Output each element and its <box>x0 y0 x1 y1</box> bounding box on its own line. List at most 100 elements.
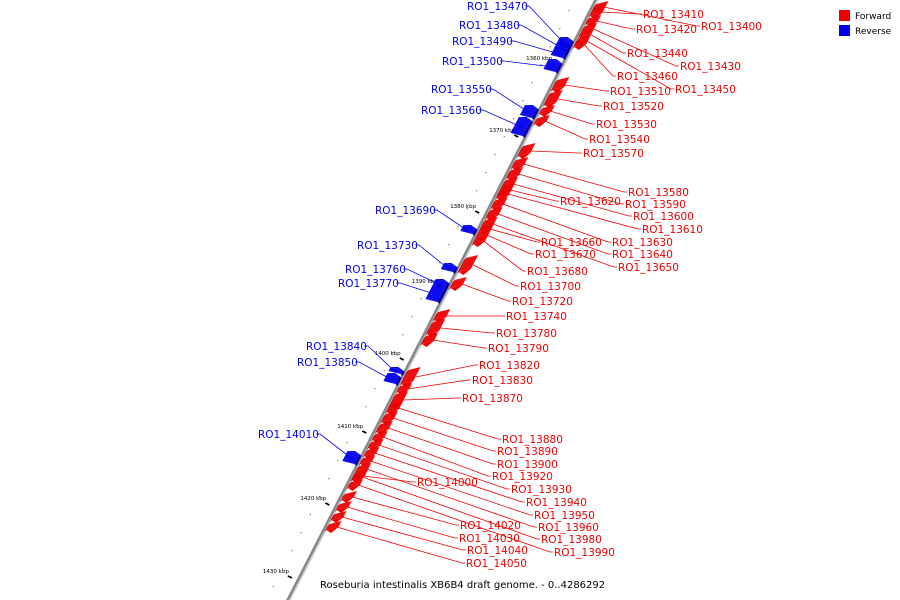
forward-gene-ro1-13680 <box>471 235 489 247</box>
forward-gene-ro1-14020-body <box>341 491 357 500</box>
reverse-gene-label: RO1_13730 <box>357 240 418 252</box>
forward-gene-ro1-13920-side <box>370 434 376 442</box>
leader-line <box>352 496 459 526</box>
forward-gene-ro1-13920-body <box>372 431 388 440</box>
legend-reverse-label: Reverse <box>855 27 892 37</box>
leader-line <box>415 364 478 378</box>
forward-gene-label: RO1_13930 <box>511 484 572 496</box>
reverse-gene-ro1-13850 <box>383 373 402 386</box>
forward-gene-label: RO1_13670 <box>535 249 596 261</box>
forward-gene-ro1-13420-body <box>586 15 602 24</box>
reverse-gene-ro1-13760-tip <box>435 279 448 282</box>
forward-gene-label: RO1_13590 <box>625 199 686 211</box>
tick-label: 1430 kbp <box>263 569 289 575</box>
axis-dot <box>503 136 505 138</box>
forward-gene-ro1-13960-side <box>354 466 360 474</box>
forward-gene-ro1-13410-side <box>588 8 595 18</box>
leader-line <box>366 468 537 528</box>
forward-gene-ro1-13740-body <box>434 309 451 320</box>
forward-gene-ro1-13700-tip <box>458 269 471 275</box>
forward-gene-label: RO1_13980 <box>541 534 602 546</box>
leader-line <box>601 11 642 15</box>
reverse-gene-ro1-13560-body <box>510 117 531 136</box>
leader-line <box>378 444 510 490</box>
tick-label: 1370 kbp <box>489 128 515 134</box>
axis-dot <box>429 280 432 282</box>
reverse-gene-ro1-13500-tip <box>548 59 561 62</box>
leader-line <box>358 484 553 553</box>
forward-gene-ro1-13790-body <box>421 333 439 344</box>
forward-gene-ro1-14020-side <box>339 494 345 502</box>
forward-gene-ro1-13600-side <box>499 180 507 190</box>
tick-label: 1360 kbp <box>526 56 552 62</box>
forward-gene-ro1-13440-side <box>577 31 583 39</box>
axis-dot <box>549 46 552 48</box>
forward-gene-label: RO1_14020 <box>460 520 521 532</box>
forward-gene-ro1-13950-side <box>358 458 364 466</box>
leader-line <box>440 327 495 334</box>
reverse-gene-ro1-13470-tip <box>559 37 572 40</box>
legend-forward-swatch <box>839 10 850 21</box>
forward-gene-ro1-13520-side <box>542 93 551 107</box>
leader-line <box>510 40 560 55</box>
forward-gene-ro1-13790-tip <box>421 341 434 347</box>
leader-line <box>513 183 632 217</box>
forward-gene-ro1-14020 <box>339 491 357 503</box>
leader-line <box>525 5 566 45</box>
forward-gene-ro1-13440-body <box>579 28 595 37</box>
leader-line <box>403 397 461 401</box>
leader-line <box>364 345 396 373</box>
forward-gene-ro1-13720-side <box>448 280 455 290</box>
reverse-gene-ro1-14010 <box>342 451 362 466</box>
reverse-gene-ro1-13690-body <box>460 225 476 234</box>
forward-gene-label: RO1_13900 <box>497 459 558 471</box>
reverse-gene-label: RO1_13850 <box>297 357 358 369</box>
forward-gene-ro1-13790-side <box>419 336 427 346</box>
reverse-gene-ro1-13760-side <box>444 282 450 290</box>
forward-gene-ro1-13630-side <box>489 200 496 210</box>
leader-line <box>508 193 641 230</box>
forward-gene-label: RO1_13640 <box>612 249 673 261</box>
forward-gene-label: RO1_14050 <box>466 558 527 570</box>
leader-line <box>336 526 465 564</box>
forward-gene-ro1-13460-tip <box>574 44 587 50</box>
tick-mark <box>325 502 330 506</box>
reverse-gene-ro1-13690 <box>460 225 478 236</box>
reverse-gene-ro1-13490-tip <box>554 47 567 50</box>
forward-gene-ro1-13790 <box>419 333 439 347</box>
forward-gene-ro1-13890-side <box>379 414 387 424</box>
axis-dot <box>392 352 395 354</box>
leader-line <box>489 228 540 243</box>
axis-dot <box>512 118 515 120</box>
leader-line <box>530 150 582 154</box>
leader-line <box>583 44 616 77</box>
leader-line <box>483 240 526 272</box>
leader-line <box>497 213 611 255</box>
forward-gene-ro1-13880-side <box>385 404 392 414</box>
reverse-gene-ro1-13850-tip <box>387 373 400 376</box>
forward-gene-ro1-13700 <box>456 255 479 275</box>
axis-dot <box>374 388 376 390</box>
forward-gene-ro1-13640-body <box>486 207 503 218</box>
forward-gene-label: RO1_13400 <box>701 21 762 33</box>
forward-gene-ro1-13670-body <box>476 229 492 238</box>
forward-gene-ro1-14040-side <box>329 514 335 522</box>
forward-gene-label: RO1_14000 <box>417 477 478 489</box>
forward-gene-label: RO1_14030 <box>459 533 520 545</box>
forward-gene-ro1-13570-body <box>518 143 536 156</box>
forward-gene-label: RO1_13720 <box>512 296 573 308</box>
forward-gene-ro1-13700-side <box>456 258 467 274</box>
leader-line <box>518 173 624 205</box>
reverse-gene-label: RO1_13490 <box>452 36 513 48</box>
forward-gene-ro1-14030-body <box>336 501 352 510</box>
leader-line <box>362 476 540 540</box>
forward-gene-ro1-13510-tip <box>552 87 565 93</box>
leader-line <box>510 189 559 202</box>
forward-gene-ro1-13540 <box>532 115 550 127</box>
leader-line <box>341 516 466 551</box>
reverse-gene-ro1-13550-body <box>519 105 538 118</box>
leader-line <box>557 98 602 107</box>
forward-gene-ro1-13990-tip <box>348 485 361 491</box>
forward-gene-ro1-13450-body <box>576 35 591 43</box>
